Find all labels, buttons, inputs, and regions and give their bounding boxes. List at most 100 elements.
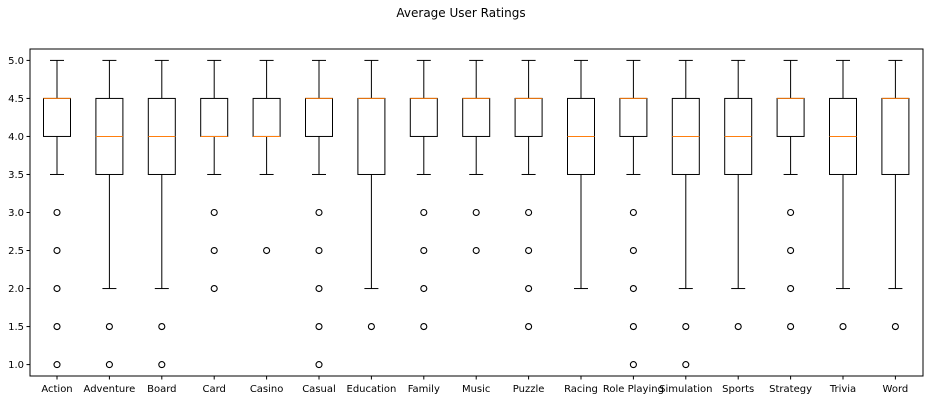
flier-point xyxy=(787,284,795,293)
box-adventure xyxy=(95,59,124,369)
flier-point xyxy=(158,361,166,369)
flier-point xyxy=(315,208,323,217)
flier-point xyxy=(682,323,690,331)
y-tick-label: 1.5 xyxy=(8,322,24,333)
flier-point xyxy=(839,323,847,331)
x-tick-label: Sports xyxy=(722,384,754,395)
x-axis: Action Adventure Board Card Casino Casual Educ… xyxy=(41,376,908,395)
box-family xyxy=(409,59,438,331)
x-tick-label: Adventure xyxy=(84,384,136,395)
x-tick-label: Puzzle xyxy=(513,384,545,395)
y-tick-label: 2.0 xyxy=(8,284,24,295)
box-sports xyxy=(724,59,753,331)
flier-point xyxy=(472,208,480,217)
flier-point xyxy=(525,246,533,255)
box-card xyxy=(200,59,229,293)
flier-point xyxy=(787,246,795,255)
y-tick-label: 3.5 xyxy=(8,170,24,181)
x-tick-label: Music xyxy=(462,384,490,395)
flier-point xyxy=(420,323,428,331)
flier-point xyxy=(315,284,323,293)
box-simulation xyxy=(671,59,700,369)
x-tick-label: Role Playing xyxy=(603,384,664,395)
x-tick-label: Word xyxy=(883,384,909,395)
flier-point xyxy=(263,246,271,255)
flier-point xyxy=(210,246,218,255)
flier-point xyxy=(734,323,742,331)
flier-point xyxy=(682,361,690,369)
box-iqr xyxy=(514,97,543,137)
box-puzzle xyxy=(514,59,543,331)
box-education xyxy=(357,59,386,331)
flier-point xyxy=(53,361,61,369)
x-tick-label: Racing xyxy=(564,384,598,395)
x-tick-label: Family xyxy=(408,384,440,395)
flier-point xyxy=(367,323,375,331)
flier-point xyxy=(53,208,61,217)
y-tick-label: 1.0 xyxy=(8,360,24,371)
box-iqr xyxy=(43,97,71,137)
x-tick-label: Strategy xyxy=(769,384,812,395)
flier-point xyxy=(629,284,637,293)
chart-title: Average User Ratings xyxy=(396,6,525,20)
y-tick-label: 4.5 xyxy=(8,94,24,105)
box-action xyxy=(43,59,71,369)
flier-point xyxy=(629,361,637,369)
flier-point xyxy=(158,323,166,331)
box-strategy xyxy=(776,59,805,331)
box-iqr xyxy=(409,97,438,137)
box-board xyxy=(147,59,176,369)
x-tick-label: Board xyxy=(147,384,176,395)
flier-point xyxy=(105,361,113,369)
box-role-playing xyxy=(619,59,648,369)
box-music xyxy=(462,59,491,255)
flier-point xyxy=(210,284,218,293)
flier-point xyxy=(210,208,218,217)
flier-point xyxy=(629,246,637,255)
flier-point xyxy=(629,208,637,217)
flier-point xyxy=(787,208,795,217)
y-tick-label: 2.5 xyxy=(8,246,24,257)
flier-point xyxy=(420,284,428,293)
flier-point xyxy=(420,246,428,255)
y-axis: 1.0 1.5 2.0 2.5 3.0 3.5 4.0 4.5 5.0 xyxy=(8,56,30,371)
x-tick-label: Casual xyxy=(302,384,336,395)
flier-point xyxy=(105,323,113,331)
flier-point xyxy=(53,246,61,255)
flier-point xyxy=(420,208,428,217)
box-iqr xyxy=(619,97,648,137)
flier-point xyxy=(629,323,637,331)
y-tick-label: 4.0 xyxy=(8,132,24,143)
box-casino xyxy=(252,59,281,255)
flier-point xyxy=(315,323,323,331)
box-iqr xyxy=(252,97,281,137)
flier-point xyxy=(891,323,899,331)
x-tick-label: Trivia xyxy=(829,384,856,395)
box-word xyxy=(881,59,910,331)
flier-point xyxy=(315,246,323,255)
flier-point xyxy=(53,284,61,293)
x-tick-label: Education xyxy=(347,384,397,395)
boxes-group xyxy=(43,59,910,369)
x-tick-label: Casino xyxy=(250,384,284,395)
box-iqr xyxy=(776,97,805,137)
flier-point xyxy=(787,323,795,331)
box-iqr xyxy=(881,97,910,175)
x-tick-label: Simulation xyxy=(659,384,712,395)
y-tick-label: 5.0 xyxy=(8,56,24,67)
box-iqr xyxy=(357,97,386,175)
flier-point xyxy=(472,246,480,255)
y-tick-label: 3.0 xyxy=(8,208,24,219)
flier-point xyxy=(525,208,533,217)
flier-point xyxy=(525,284,533,293)
flier-point xyxy=(525,323,533,331)
box-iqr xyxy=(305,97,333,137)
flier-point xyxy=(53,323,61,331)
flier-point xyxy=(315,361,323,369)
box-iqr xyxy=(200,97,229,137)
x-tick-label: Action xyxy=(41,384,72,395)
x-tick-label: Card xyxy=(202,384,225,395)
box-racing xyxy=(567,59,595,290)
box-iqr xyxy=(462,97,491,137)
